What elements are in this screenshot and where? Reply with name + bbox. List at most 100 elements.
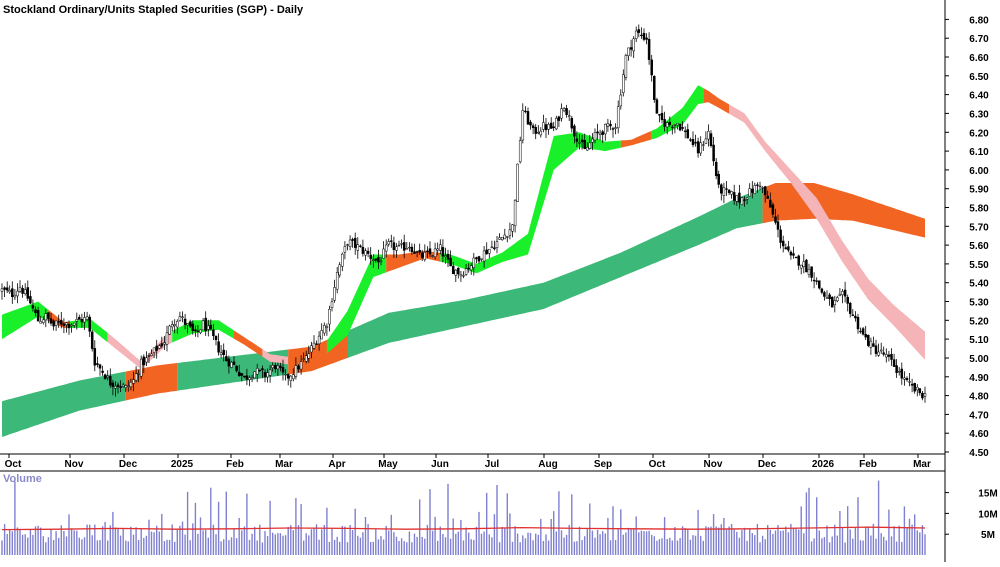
x-tick-label: 2026 — [812, 459, 835, 470]
candle-body — [668, 121, 672, 125]
candle-body — [493, 247, 496, 250]
candle-body — [225, 356, 228, 362]
long-band-segment-0 — [2, 371, 126, 437]
y-tick-label: 6.50 — [969, 72, 989, 83]
candle-body — [508, 229, 512, 236]
candle-body — [469, 265, 473, 271]
candle-body — [194, 329, 197, 332]
candle-body — [758, 185, 762, 188]
short-band-segment-0 — [2, 301, 49, 340]
candle-body — [609, 123, 612, 127]
candle-body — [725, 188, 728, 190]
candle-body — [640, 34, 643, 37]
candle-body — [441, 247, 445, 257]
candle-body — [335, 272, 339, 290]
candle-body — [410, 246, 414, 253]
y-tick-label: 6.70 — [969, 34, 989, 45]
candle-body — [274, 364, 277, 370]
candle-body — [395, 246, 398, 251]
y-tick-label: 5.40 — [969, 279, 989, 290]
candle-body — [802, 261, 806, 267]
candle-body — [78, 317, 81, 320]
candle-body — [833, 300, 837, 306]
candle-body — [359, 245, 362, 247]
candle-body — [485, 249, 488, 255]
candle-body — [42, 319, 45, 323]
candle-body — [271, 365, 274, 368]
y-tick-label: 4.50 — [969, 448, 989, 459]
short-band-segment-12 — [620, 130, 652, 148]
y-tick-label: 6.40 — [969, 91, 989, 102]
long-band-segment-4 — [347, 188, 763, 358]
candle-body — [588, 142, 592, 149]
candle-body — [245, 375, 249, 380]
candle-body — [544, 124, 548, 131]
candle-body — [601, 131, 604, 135]
candle-body — [348, 239, 352, 247]
candle-body — [498, 237, 501, 240]
candle-body — [903, 377, 906, 380]
candle-body — [882, 352, 885, 355]
candle-body — [158, 345, 161, 349]
candle-body — [836, 297, 839, 302]
candle-body — [75, 319, 79, 322]
candle-body — [60, 320, 63, 325]
candle-body — [127, 385, 130, 387]
candle-body — [439, 244, 442, 251]
candle-body — [289, 375, 293, 381]
candle-body — [415, 251, 419, 253]
candle-body — [861, 328, 865, 335]
candle-body — [341, 253, 344, 267]
candle-body — [472, 257, 476, 268]
candle-body — [62, 323, 66, 327]
candle-body — [268, 369, 272, 376]
candle-body — [170, 324, 174, 328]
candle-body — [119, 386, 122, 388]
candle-body — [583, 140, 586, 149]
candle-body — [475, 257, 478, 260]
candle-body — [681, 127, 684, 129]
candle-body — [614, 127, 617, 129]
candle-body — [44, 313, 48, 321]
candle-body — [276, 365, 280, 370]
candle-body — [562, 108, 566, 112]
candle-body — [181, 316, 184, 318]
candle-body — [330, 301, 334, 308]
candle-body — [65, 322, 68, 325]
x-tick-label: Feb — [859, 459, 877, 470]
candle-body — [879, 349, 883, 352]
candle-body — [420, 252, 424, 258]
candle-body — [771, 204, 775, 215]
candle-body — [629, 47, 633, 50]
candle-body — [209, 324, 213, 330]
candle-body — [591, 138, 594, 143]
candle-body — [531, 125, 535, 128]
candle-body — [338, 264, 341, 276]
candle-body — [343, 246, 347, 253]
candle-body — [323, 325, 326, 334]
candle-body — [145, 357, 148, 363]
candle-body — [150, 353, 153, 356]
candle-body — [325, 326, 329, 328]
candle-body — [714, 161, 718, 177]
candle-body — [106, 375, 109, 378]
candle-body — [328, 308, 331, 325]
y-tick-label: 5.20 — [969, 316, 989, 327]
candle-body — [539, 130, 543, 136]
short-band-segment-9 — [386, 251, 420, 273]
candle-body — [253, 371, 256, 379]
x-tick-label: Nov — [65, 459, 84, 470]
candle-body — [212, 329, 215, 337]
candle-body — [227, 358, 231, 367]
candle-body — [516, 163, 519, 202]
candle-body — [805, 259, 808, 273]
candle-body — [80, 319, 84, 323]
x-tick-label: Jul — [485, 459, 500, 470]
candle-body — [549, 122, 553, 129]
y-tick-label: 4.80 — [969, 392, 989, 403]
candle-body — [168, 325, 171, 335]
candle-body — [743, 199, 746, 201]
candle-body — [255, 368, 259, 375]
candle-body — [890, 354, 893, 360]
candle-body — [196, 330, 200, 332]
